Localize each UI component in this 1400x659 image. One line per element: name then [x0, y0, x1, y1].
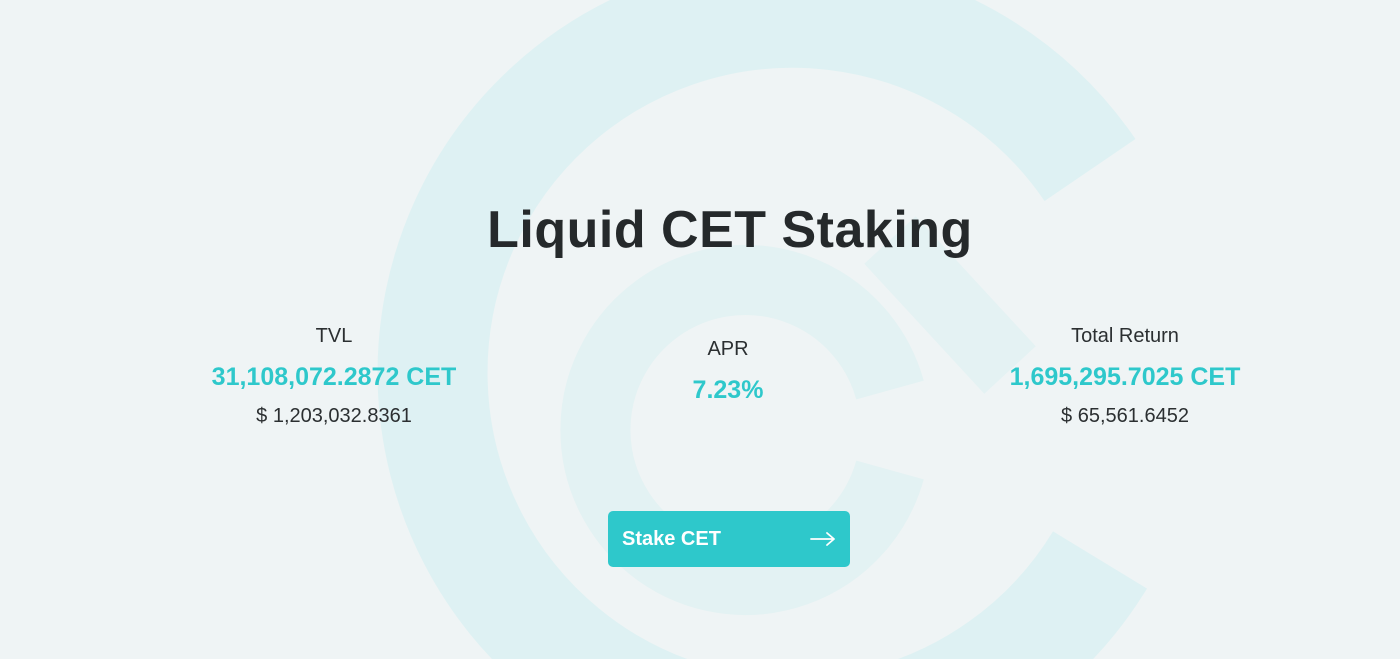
- tvl-usd-value: $ 1,203,032.8361: [256, 405, 412, 427]
- tvl-label: TVL: [315, 325, 353, 347]
- page-title: Liquid CET Staking: [487, 201, 973, 259]
- total-return-usd-value: $ 65,561.6452: [1061, 405, 1189, 427]
- apr-stat: APR 7.23%: [528, 337, 928, 405]
- total-return-label: Total Return: [1071, 325, 1179, 347]
- arrow-right-icon: [810, 532, 835, 546]
- tvl-stat: TVL 31,108,072.2872 CET $ 1,203,032.8361: [134, 324, 534, 428]
- apr-label: APR: [707, 338, 749, 360]
- tvl-value: 31,108,072.2872 CET: [211, 363, 457, 391]
- background-logo-watermark: [377, 0, 1147, 659]
- total-return-stat: Total Return 1,695,295.7025 CET $ 65,561…: [925, 324, 1325, 428]
- total-return-value: 1,695,295.7025 CET: [1009, 363, 1241, 391]
- stake-cet-button-label: Stake CET: [622, 527, 721, 550]
- apr-value: 7.23%: [692, 376, 764, 404]
- stake-cet-button[interactable]: Stake CET: [608, 511, 850, 567]
